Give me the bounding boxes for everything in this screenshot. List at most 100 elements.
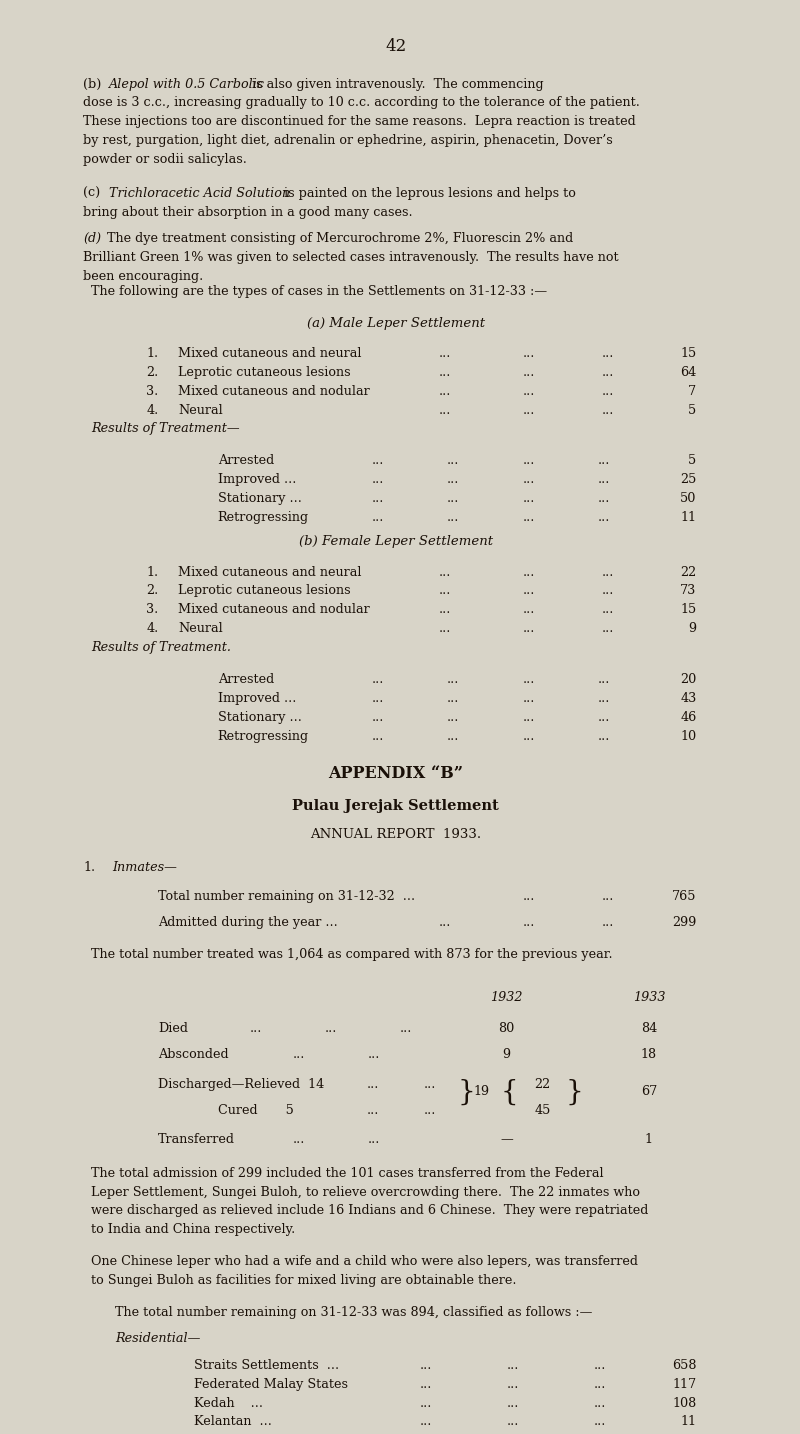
Text: ...: ... <box>522 889 534 902</box>
Text: ...: ... <box>506 1378 519 1391</box>
Text: Stationary ...: Stationary ... <box>218 492 302 505</box>
Text: ...: ... <box>400 1021 412 1034</box>
Text: 2.: 2. <box>146 585 158 598</box>
Text: 3.: 3. <box>146 604 158 617</box>
Text: ...: ... <box>372 691 384 706</box>
Text: 43: 43 <box>680 691 696 706</box>
Text: to India and China respectively.: to India and China respectively. <box>91 1223 295 1236</box>
Text: ...: ... <box>522 730 534 743</box>
Text: 117: 117 <box>672 1378 696 1391</box>
Text: 658: 658 <box>672 1359 696 1372</box>
Text: The dye treatment consisting of Mercurochrome 2%, Fluorescin 2% and: The dye treatment consisting of Mercuroc… <box>103 232 573 245</box>
Text: ...: ... <box>368 1133 380 1146</box>
Text: ...: ... <box>439 585 451 598</box>
Text: (c): (c) <box>83 186 104 199</box>
Text: ...: ... <box>602 889 614 902</box>
Text: were discharged as relieved include 16 Indians and 6 Chinese.  They were repatri: were discharged as relieved include 16 I… <box>91 1205 648 1217</box>
Text: One Chinese leper who had a wife and a child who were also lepers, was transferr: One Chinese leper who had a wife and a c… <box>91 1255 638 1268</box>
Text: ...: ... <box>602 366 614 379</box>
Text: Trichloracetic Acid Solution: Trichloracetic Acid Solution <box>110 186 290 199</box>
Text: ...: ... <box>447 473 459 486</box>
Text: Mixed cutaneous and neural: Mixed cutaneous and neural <box>178 565 362 579</box>
Text: Total number remaining on 31-12-32  ...: Total number remaining on 31-12-32 ... <box>158 889 415 902</box>
Text: 3.: 3. <box>146 384 158 397</box>
Text: ...: ... <box>522 565 534 579</box>
Text: (d): (d) <box>83 232 102 245</box>
Text: 67: 67 <box>641 1084 657 1098</box>
Text: (a) Male Leper Settlement: (a) Male Leper Settlement <box>306 317 485 330</box>
Text: 20: 20 <box>680 673 696 685</box>
Text: ...: ... <box>522 673 534 685</box>
Text: ...: ... <box>522 347 534 360</box>
Text: ...: ... <box>594 1397 606 1410</box>
Text: ...: ... <box>447 691 459 706</box>
Text: ...: ... <box>419 1397 432 1410</box>
Text: ...: ... <box>372 711 384 724</box>
Text: ...: ... <box>594 1359 606 1372</box>
Text: Federated Malay States: Federated Malay States <box>194 1378 348 1391</box>
Text: 50: 50 <box>680 492 696 505</box>
Text: Kedah    ...: Kedah ... <box>194 1397 263 1410</box>
Text: 45: 45 <box>534 1104 550 1117</box>
Text: ...: ... <box>522 622 534 635</box>
Text: Retrogressing: Retrogressing <box>218 730 309 743</box>
Text: Improved ...: Improved ... <box>218 691 296 706</box>
Text: Mixed cutaneous and nodular: Mixed cutaneous and nodular <box>178 384 370 397</box>
Text: Kelantan  ...: Kelantan ... <box>194 1415 272 1428</box>
Text: Results of Treatment.: Results of Treatment. <box>91 641 231 654</box>
Text: ...: ... <box>594 1378 606 1391</box>
Text: 4.: 4. <box>146 403 158 417</box>
Text: 1: 1 <box>645 1133 653 1146</box>
Text: 46: 46 <box>680 711 696 724</box>
Text: ...: ... <box>372 492 384 505</box>
Text: ...: ... <box>372 730 384 743</box>
Text: ...: ... <box>522 511 534 523</box>
Text: ...: ... <box>447 673 459 685</box>
Text: 2.: 2. <box>146 366 158 379</box>
Text: Leper Settlement, Sungei Buloh, to relieve overcrowding there.  The 22 inmates w: Leper Settlement, Sungei Buloh, to relie… <box>91 1186 640 1199</box>
Text: APPENDIX “B”: APPENDIX “B” <box>328 766 463 783</box>
Text: Leprotic cutaneous lesions: Leprotic cutaneous lesions <box>178 366 350 379</box>
Text: ...: ... <box>522 916 534 929</box>
Text: ...: ... <box>447 455 459 467</box>
Text: Cured       5: Cured 5 <box>218 1104 294 1117</box>
Text: Brilliant Green 1% was given to selected cases intravenously.  The results have : Brilliant Green 1% was given to selected… <box>83 251 618 264</box>
Text: Mixed cutaneous and neural: Mixed cutaneous and neural <box>178 347 362 360</box>
Text: Stationary ...: Stationary ... <box>218 711 302 724</box>
Text: ...: ... <box>439 916 451 929</box>
Text: 9: 9 <box>688 622 696 635</box>
Text: Leprotic cutaneous lesions: Leprotic cutaneous lesions <box>178 585 350 598</box>
Text: Pulau Jerejak Settlement: Pulau Jerejak Settlement <box>292 799 499 813</box>
Text: ...: ... <box>522 455 534 467</box>
Text: }: } <box>458 1078 475 1106</box>
Text: ...: ... <box>522 604 534 617</box>
Text: ...: ... <box>602 347 614 360</box>
Text: ...: ... <box>419 1415 432 1428</box>
Text: ...: ... <box>598 492 610 505</box>
Text: ...: ... <box>293 1133 305 1146</box>
Text: powder or sodii salicylas.: powder or sodii salicylas. <box>83 153 247 166</box>
Text: ...: ... <box>419 1378 432 1391</box>
Text: 84: 84 <box>641 1021 657 1034</box>
Text: to Sungei Buloh as facilities for mixed living are obtainable there.: to Sungei Buloh as facilities for mixed … <box>91 1273 517 1288</box>
Text: 25: 25 <box>680 473 696 486</box>
Text: ...: ... <box>522 366 534 379</box>
Text: 22: 22 <box>534 1078 550 1091</box>
Text: ...: ... <box>439 604 451 617</box>
Text: 11: 11 <box>680 1415 696 1428</box>
Text: 1.: 1. <box>146 565 158 579</box>
Text: (b) Female Leper Settlement: (b) Female Leper Settlement <box>298 535 493 548</box>
Text: 108: 108 <box>672 1397 696 1410</box>
Text: ...: ... <box>419 1359 432 1372</box>
Text: Admitted during the year ...: Admitted during the year ... <box>158 916 338 929</box>
Text: ...: ... <box>598 730 610 743</box>
Text: Inmates—: Inmates— <box>112 862 178 875</box>
Text: ...: ... <box>439 384 451 397</box>
Text: is also given intravenously.  The commencing: is also given intravenously. The commenc… <box>248 77 543 90</box>
Text: 765: 765 <box>672 889 696 902</box>
Text: 1.: 1. <box>83 862 95 875</box>
Text: The following are the types of cases in the Settlements on 31-12-33 :—: The following are the types of cases in … <box>91 285 547 298</box>
Text: Arrested: Arrested <box>218 673 274 685</box>
Text: ...: ... <box>602 384 614 397</box>
Text: ...: ... <box>598 691 610 706</box>
